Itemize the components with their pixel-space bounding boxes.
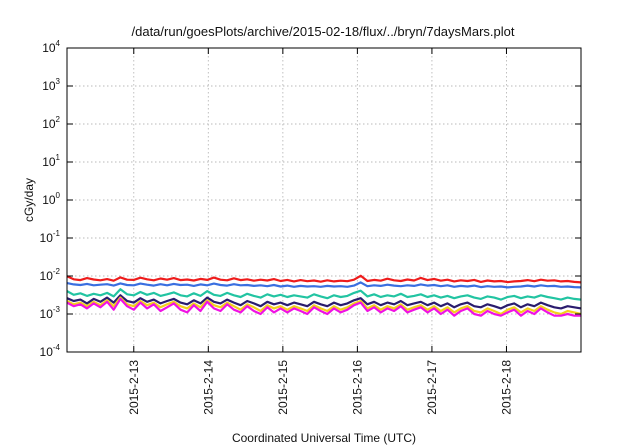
axis-ticks [67,47,581,353]
y-tick-labels: 10-4 10-3 10-2 10-1 100 101 102 103 104 [40,39,61,359]
y-tick-label: 101 [42,153,60,169]
x-tick-label: 2015-2-14 [201,360,215,415]
x-tick-label: 2015-2-13 [127,360,141,415]
series-lines [66,274,582,317]
y-axis-title: cGy/day [22,178,36,222]
x-tick-label: 2015-2-16 [350,360,364,415]
x-tick-labels: 2015-2-13 2015-2-14 2015-2-15 2015-2-16 2015… [127,360,514,415]
y-tick-label: 100 [42,191,60,207]
y-tick-label: 10-1 [40,229,61,245]
y-tick-label: 104 [42,39,60,55]
y-tick-label: 103 [42,77,60,93]
x-tick-label: 2015-2-15 [276,360,290,415]
y-tick-label: 10-4 [40,343,61,359]
y-tick-label: 10-3 [40,305,61,321]
chart-title: /data/run/goesPlots/archive/2015-02-18/f… [132,24,515,39]
x-axis-title: Coordinated Universal Time (UTC) [232,431,416,445]
series-line [66,296,582,316]
x-tick-label: 2015-2-17 [425,360,439,415]
series-line [66,288,582,301]
y-tick-label: 102 [42,115,60,131]
series-line [66,297,581,317]
y-tick-label: 10-2 [40,267,61,283]
series-line [66,281,582,289]
series-line [66,274,582,284]
x-tick-label: 2015-2-18 [499,360,513,415]
series-line [66,294,582,310]
